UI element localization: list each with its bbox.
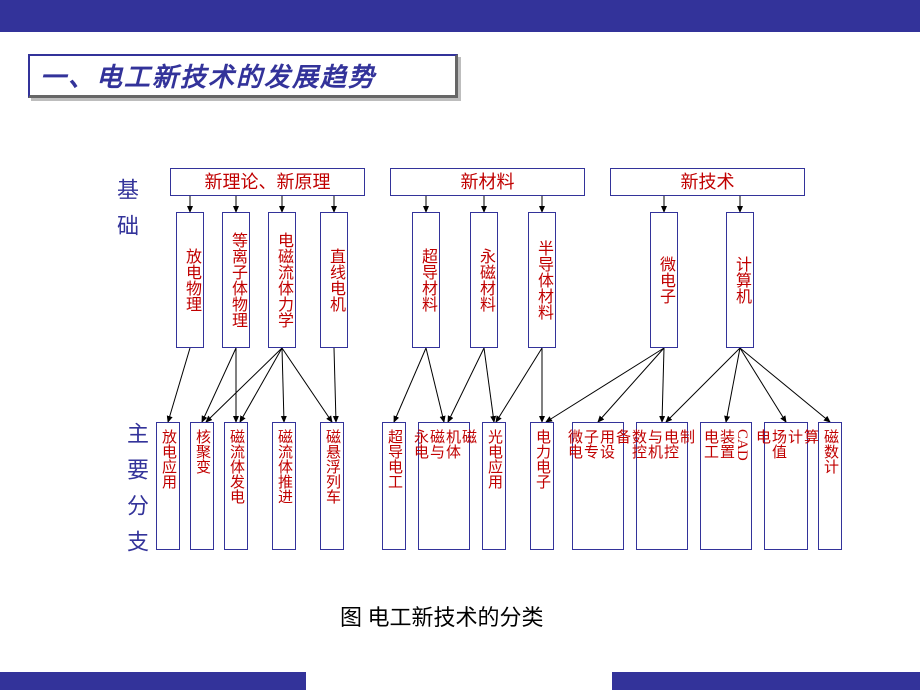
figure-caption: 图 电工新技术的分类 <box>340 600 544 632</box>
branch-box-4: 磁悬浮列车 <box>320 422 344 550</box>
basis-box-4: 超导材料 <box>412 212 440 348</box>
title-box: 一、电工新技术的发展趋势 <box>28 54 458 98</box>
branch-col: 数控 <box>630 429 646 459</box>
basis-box-5: 永磁材料 <box>470 212 498 348</box>
branch-col: 超导电工 <box>386 429 402 489</box>
branch-box-7: 光电应用 <box>482 422 506 550</box>
branch-col: 核聚变 <box>194 429 210 474</box>
branch-col: 场值 <box>770 429 786 459</box>
branch-col: 电力电子 <box>534 429 550 489</box>
branch-box-10: 数控与机电控制 <box>636 422 688 550</box>
branch-col: CAD <box>734 429 750 461</box>
branch-box-2: 磁流体发电 <box>224 422 248 550</box>
branch-col: 磁流体发电 <box>228 429 244 504</box>
side-label-branches: 主要分支 <box>120 422 152 566</box>
branch-box-12: 电场值计算 <box>764 422 808 550</box>
branch-col: 光电应用 <box>486 429 502 489</box>
branch-box-3: 磁流体推进 <box>272 422 296 550</box>
branch-box-8: 电力电子 <box>530 422 554 550</box>
branch-col: 电控 <box>662 429 678 459</box>
branch-col: 放电应用 <box>160 429 176 489</box>
branch-col: 子专 <box>582 429 598 459</box>
branch-box-6: 永电磁与机体磁 <box>418 422 470 550</box>
side-label-basis: 基础 <box>110 178 142 250</box>
branch-col: 磁悬浮列车 <box>324 429 340 504</box>
branch-col: 磁流体推进 <box>276 429 292 504</box>
page-title: 一、电工新技术的发展趋势 <box>40 57 376 94</box>
basis-box-6: 半导体材料 <box>528 212 556 348</box>
basis-box-3: 直线电机 <box>320 212 348 348</box>
bottom-bar-seg-2 <box>306 672 612 690</box>
branch-col: 磁数计 <box>822 429 838 474</box>
branch-box-1: 核聚变 <box>190 422 214 550</box>
branch-box-9: 微电子专用设备 <box>572 422 624 550</box>
top-bar <box>0 0 920 32</box>
header-box-0: 新理论、新原理 <box>170 168 365 196</box>
basis-box-2: 电磁流体力学 <box>268 212 296 348</box>
title-container: 一、电工新技术的发展趋势 <box>28 54 458 98</box>
diagram-stage: 基础 主要分支 新理论、新原理新材料新技术 放电物理等离子体物理电磁流体力学直线… <box>0 130 920 650</box>
branch-box-13: 磁数计 <box>818 422 842 550</box>
branch-col: 永电 <box>412 429 428 459</box>
header-box-2: 新技术 <box>610 168 805 196</box>
branch-col: 算 <box>802 429 818 444</box>
header-box-1: 新材料 <box>390 168 585 196</box>
branch-box-11: 电工装置CAD <box>700 422 752 550</box>
basis-box-1: 等离子体物理 <box>222 212 250 348</box>
bottom-bar <box>0 672 920 690</box>
basis-box-0: 放电物理 <box>176 212 204 348</box>
branch-col: 磁与 <box>428 429 444 459</box>
branch-col: 与机 <box>646 429 662 459</box>
bottom-bar-seg-3 <box>612 672 920 690</box>
branch-col: 装置 <box>718 429 734 459</box>
bottom-bar-seg-1 <box>0 672 306 690</box>
branch-col: 微电 <box>566 429 582 459</box>
branch-col: 电工 <box>702 429 718 459</box>
branch-col: 机体 <box>444 429 460 459</box>
branch-box-5: 超导电工 <box>382 422 406 550</box>
basis-box-7: 微电子 <box>650 212 678 348</box>
branch-col: 用设 <box>598 429 614 459</box>
branch-box-0: 放电应用 <box>156 422 180 550</box>
branch-col: 备 <box>614 429 630 444</box>
branch-col: 磁 <box>460 429 476 444</box>
branch-col: 制 <box>678 429 694 444</box>
basis-box-8: 计算机 <box>726 212 754 348</box>
branch-col: 电 <box>754 429 770 444</box>
branch-col: 计 <box>786 429 802 444</box>
